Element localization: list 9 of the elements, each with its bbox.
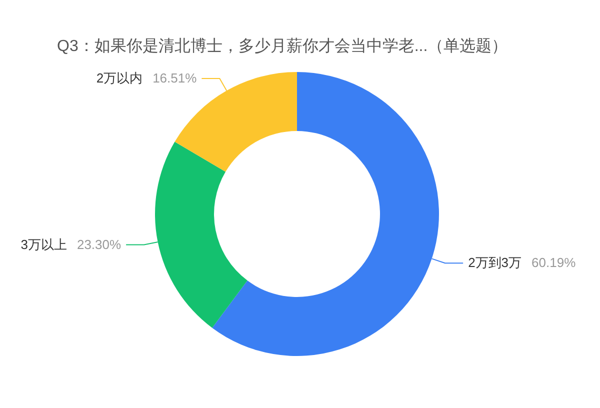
donut-slice	[212, 72, 439, 356]
chart-title: Q3：如果你是清北博士，多少月薪你才会当中学老...（单选题）	[57, 37, 508, 55]
data-label: 60.19%	[532, 255, 576, 270]
data-label: 16.51%	[152, 70, 198, 86]
slice-label: 2万到3万	[468, 255, 522, 270]
slice-label: 3万以上	[20, 236, 67, 252]
slice-label: 2万以内	[96, 70, 143, 86]
data-label: 23.30%	[76, 236, 122, 252]
donut-slice	[155, 142, 248, 328]
